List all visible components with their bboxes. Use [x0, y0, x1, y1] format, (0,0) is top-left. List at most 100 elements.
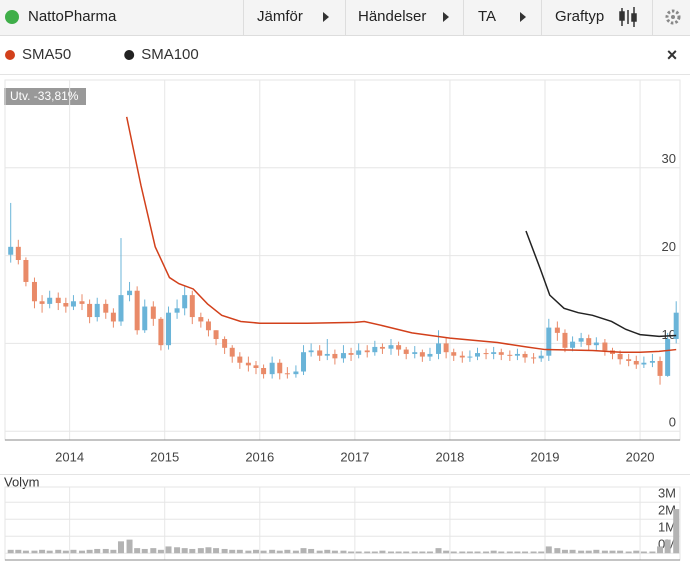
volume-bar: [189, 548, 196, 554]
candle-body: [436, 343, 442, 354]
x-tick-label: 2020: [626, 449, 655, 464]
candle-body: [538, 355, 544, 359]
candle-body: [507, 354, 513, 356]
volume-bar: [316, 550, 323, 554]
y-tick-label: 10: [662, 327, 676, 342]
volume-bar: [157, 549, 164, 554]
candle-body: [379, 346, 385, 349]
legend-label: SMA100: [141, 46, 199, 63]
volume-bar: [411, 551, 418, 554]
candle-body: [277, 362, 283, 374]
volume-bar: [300, 548, 307, 554]
candle-body: [483, 353, 489, 355]
volume-bar: [657, 546, 664, 554]
y-tick-label: 3M: [658, 486, 676, 501]
candle-body: [372, 346, 378, 353]
candle-body: [261, 368, 267, 375]
candle-body: [15, 246, 21, 260]
instrument-name: NattoPharma: [28, 8, 117, 25]
x-tick-label: 2016: [245, 449, 274, 464]
volume-bar: [181, 548, 188, 554]
candle-body: [301, 352, 307, 372]
candle-body: [47, 297, 53, 304]
volume-bar: [426, 551, 433, 554]
candle-body: [205, 321, 211, 331]
volume-bar: [569, 549, 576, 554]
y-tick-label: 30: [662, 151, 676, 166]
legend-label: SMA50: [22, 46, 71, 63]
candle-body: [467, 356, 473, 358]
volume-bar: [474, 551, 481, 554]
y-tick-label: 1M: [658, 520, 676, 535]
candle-body: [475, 353, 480, 357]
sma-line: [125, 116, 677, 353]
candle-body: [427, 353, 433, 357]
candle-body: [498, 352, 504, 355]
candle-body: [127, 290, 133, 296]
volume-bar: [649, 551, 656, 554]
candle-body: [578, 338, 584, 342]
volume-bar: [340, 550, 347, 554]
volume-bar: [538, 551, 545, 554]
candle-body: [245, 362, 251, 366]
volume-bar: [387, 551, 394, 554]
candle-body: [396, 345, 402, 350]
volume-bar: [117, 541, 124, 554]
candle-body: [118, 295, 124, 322]
candle-body: [412, 352, 418, 354]
candle-body: [641, 362, 647, 365]
volume-bar: [625, 551, 632, 554]
volume-bar: [31, 550, 38, 554]
candle-body: [522, 353, 528, 358]
candle-body: [602, 342, 608, 351]
volume-bar: [522, 551, 529, 554]
candle-body: [403, 349, 409, 354]
candle-body: [237, 356, 243, 363]
candle-body: [554, 327, 560, 333]
volume-bar: [673, 509, 680, 554]
candle-body: [222, 339, 228, 348]
x-tick-label: 2019: [531, 449, 560, 464]
candle-body: [649, 360, 655, 363]
volume-bar: [379, 550, 386, 554]
candle-body: [419, 352, 425, 357]
volume-bar: [395, 551, 402, 554]
close-button[interactable]: ×: [667, 45, 678, 65]
volume-bar: [364, 551, 371, 554]
candle-body: [317, 350, 323, 356]
volume-bar: [435, 548, 442, 554]
volume-bar: [276, 550, 283, 554]
menu-button[interactable]: Graftyp: [555, 8, 604, 25]
volume-bar: [617, 550, 624, 554]
volume-bar: [443, 550, 450, 554]
volume-bar: [530, 551, 537, 554]
candle-body: [657, 360, 663, 376]
volume-bar: [110, 549, 117, 554]
volume-bar: [22, 550, 29, 554]
volume-bar: [578, 550, 585, 554]
candle-body: [284, 373, 290, 375]
candle-body: [87, 303, 93, 318]
menu-button[interactable]: TA: [478, 8, 496, 25]
candle-body: [55, 297, 61, 304]
volume-bar: [348, 551, 355, 554]
volume-bar: [506, 551, 513, 554]
candle-body: [332, 353, 338, 359]
status-dot: [5, 10, 19, 24]
menu-button[interactable]: Händelser: [358, 8, 426, 25]
volume-bar: [236, 549, 243, 554]
volume-bar: [94, 548, 101, 554]
candle-body: [364, 350, 370, 353]
candle-body: [31, 281, 37, 302]
volume-title: Volym: [4, 474, 39, 489]
volume-bar: [459, 551, 466, 554]
volume-bar: [355, 551, 362, 554]
volume-bar: [308, 548, 315, 554]
candle-body: [633, 360, 639, 365]
volume-bar: [466, 551, 473, 554]
settings-icon[interactable]: [665, 9, 681, 25]
volume-bar: [213, 548, 220, 554]
menu-button[interactable]: Jämför: [257, 8, 303, 25]
volume-bar: [450, 551, 457, 554]
volume-bar: [126, 539, 133, 554]
